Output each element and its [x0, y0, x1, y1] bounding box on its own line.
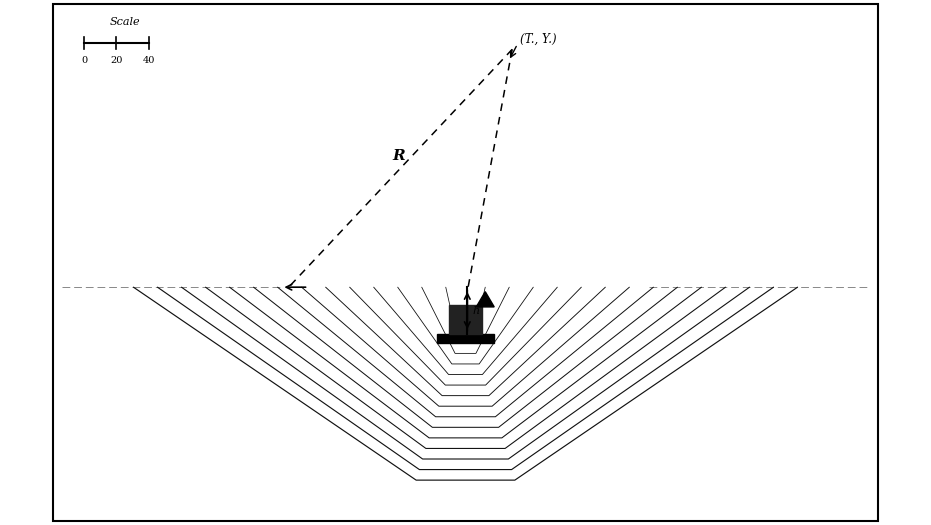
Text: 20: 20 [110, 56, 123, 65]
Text: R: R [392, 149, 405, 163]
Text: 40: 40 [142, 56, 155, 65]
Text: Scale: Scale [109, 17, 140, 27]
Polygon shape [477, 292, 494, 307]
Polygon shape [450, 305, 481, 334]
Text: 0: 0 [81, 56, 88, 65]
Text: (T., Y.): (T., Y.) [520, 33, 557, 46]
Polygon shape [437, 334, 494, 343]
Text: h: h [473, 306, 479, 316]
